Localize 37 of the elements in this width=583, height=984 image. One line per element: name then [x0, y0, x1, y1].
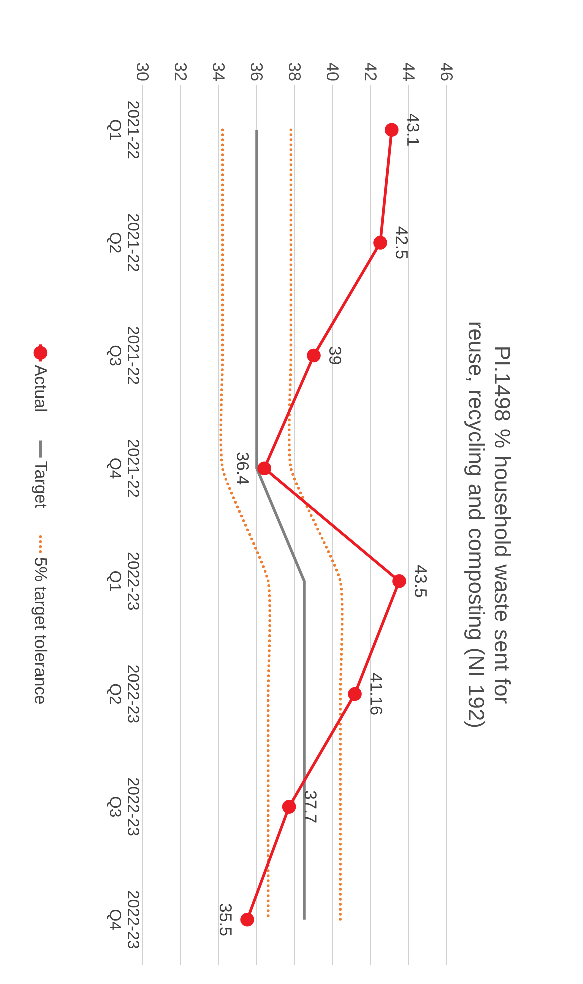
y-tick-label: 2021-22 Q4: [107, 440, 140, 498]
legend-label: Target: [32, 462, 48, 508]
legend-label: 5% target tolerance: [32, 558, 48, 704]
y-tick-label: 2022-23 Q4: [107, 891, 140, 949]
x-tick-label: 38: [288, 63, 302, 81]
x-tick-label: 42: [365, 62, 377, 81]
data-label: 37.7: [304, 791, 317, 823]
x-tick-label: 36: [250, 63, 264, 81]
data-label: 35.5: [220, 904, 232, 936]
point: [374, 236, 388, 250]
point: [348, 687, 362, 702]
y-tick-label: 2021-22 Q2: [107, 214, 140, 272]
data-label: 42.5: [396, 226, 408, 259]
legend-label: Actual: [35, 365, 48, 412]
y-tick-label: 2022-23 Q1: [107, 552, 140, 610]
x-tick-label: 32: [174, 63, 188, 81]
x-tick-label: 44: [403, 62, 415, 81]
data-label: 43.5: [415, 565, 428, 598]
y-tick-label: 2022-23 Q3: [107, 778, 140, 836]
point: [307, 348, 321, 363]
data-label: 41.16: [370, 673, 383, 715]
point: [385, 123, 399, 138]
x-tick-label: 40: [326, 62, 340, 81]
point: [240, 912, 254, 927]
y-tick-label: 2021-22 Q1: [107, 102, 140, 159]
x-tick-label: 30: [136, 63, 150, 81]
data-label: 43.1: [407, 114, 420, 146]
point: [392, 574, 406, 588]
text: PI.1498 % household waste sent for reuse, recycling and composting (NI 192): [464, 322, 512, 728]
y-tick-label: 2022-23 Q2: [107, 666, 140, 723]
x-tick-label: 46: [440, 62, 454, 81]
data-label: 39: [330, 346, 342, 364]
data-label: 36.4: [237, 452, 250, 485]
y-tick-label: 2021-22 Q3: [107, 327, 140, 384]
x-tick-label: 34: [212, 63, 226, 81]
point: [258, 462, 272, 476]
point: [282, 800, 296, 814]
